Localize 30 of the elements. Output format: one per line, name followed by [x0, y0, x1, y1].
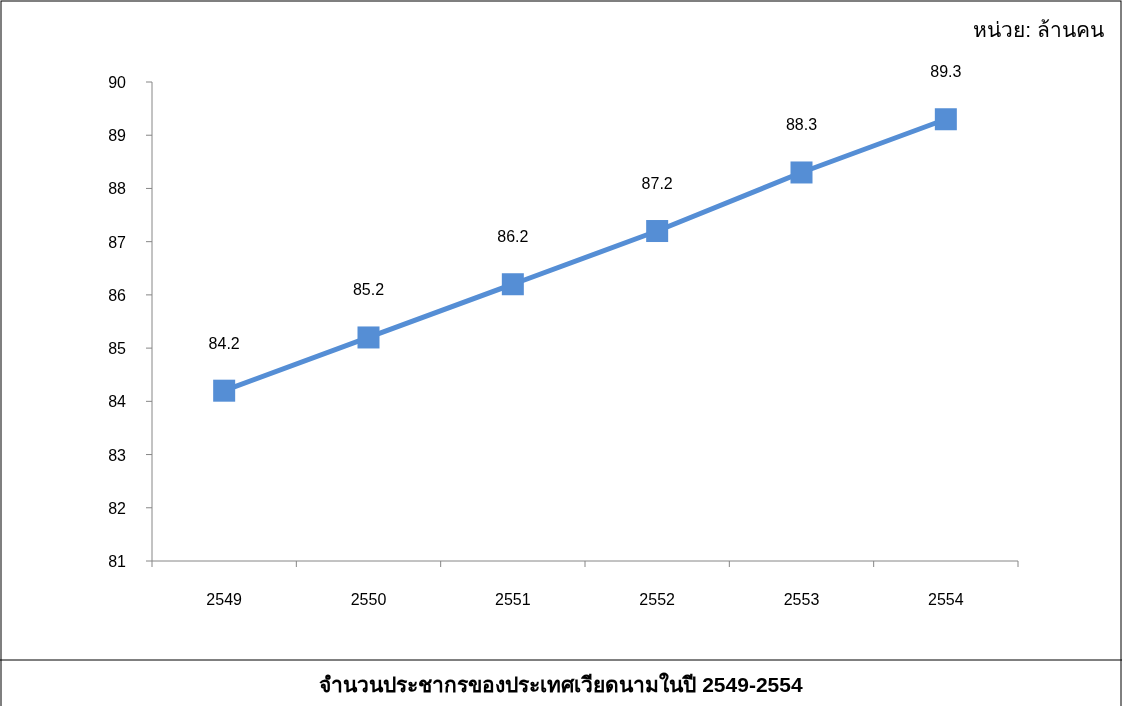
- y-tick-label: 85: [108, 340, 127, 358]
- point: [934, 108, 957, 131]
- x-tick-label: 2551: [495, 591, 531, 608]
- y-tick-label: 88: [108, 180, 127, 198]
- data-label: 87.2: [641, 175, 673, 193]
- y-tick-label: 81: [108, 553, 127, 570]
- point: [213, 379, 236, 402]
- data-label: 86.2: [497, 228, 529, 246]
- x-tick-label: 2550: [350, 591, 387, 608]
- x-tick-label: 2549: [206, 591, 243, 608]
- y-tick-label: 87: [108, 233, 127, 251]
- point: [790, 161, 813, 184]
- point: [357, 326, 380, 349]
- y-tick-label: 83: [108, 446, 127, 464]
- y-tick-label: 90: [108, 74, 127, 91]
- y-tick-label: 82: [108, 499, 127, 517]
- data-label: 84.2: [208, 334, 240, 352]
- text: จำนวนประชากรของประเทศเวียดนามในปี 2549-2554: [319, 672, 803, 696]
- point: [501, 273, 524, 296]
- y-tick-label: 89: [108, 127, 127, 145]
- point: [646, 220, 669, 243]
- x-tick-label: 2553: [783, 591, 820, 608]
- y-tick-label: 84: [108, 393, 127, 411]
- text: หน่วย: ล้านคน: [973, 18, 1104, 41]
- data-label: 85.2: [352, 281, 385, 299]
- data-label: 88.3: [785, 116, 818, 134]
- y-tick-label: 86: [108, 286, 127, 304]
- x-tick-label: 2554: [928, 591, 964, 608]
- x-tick-label: 2552: [639, 591, 676, 608]
- data-label: 89.3: [930, 63, 962, 81]
